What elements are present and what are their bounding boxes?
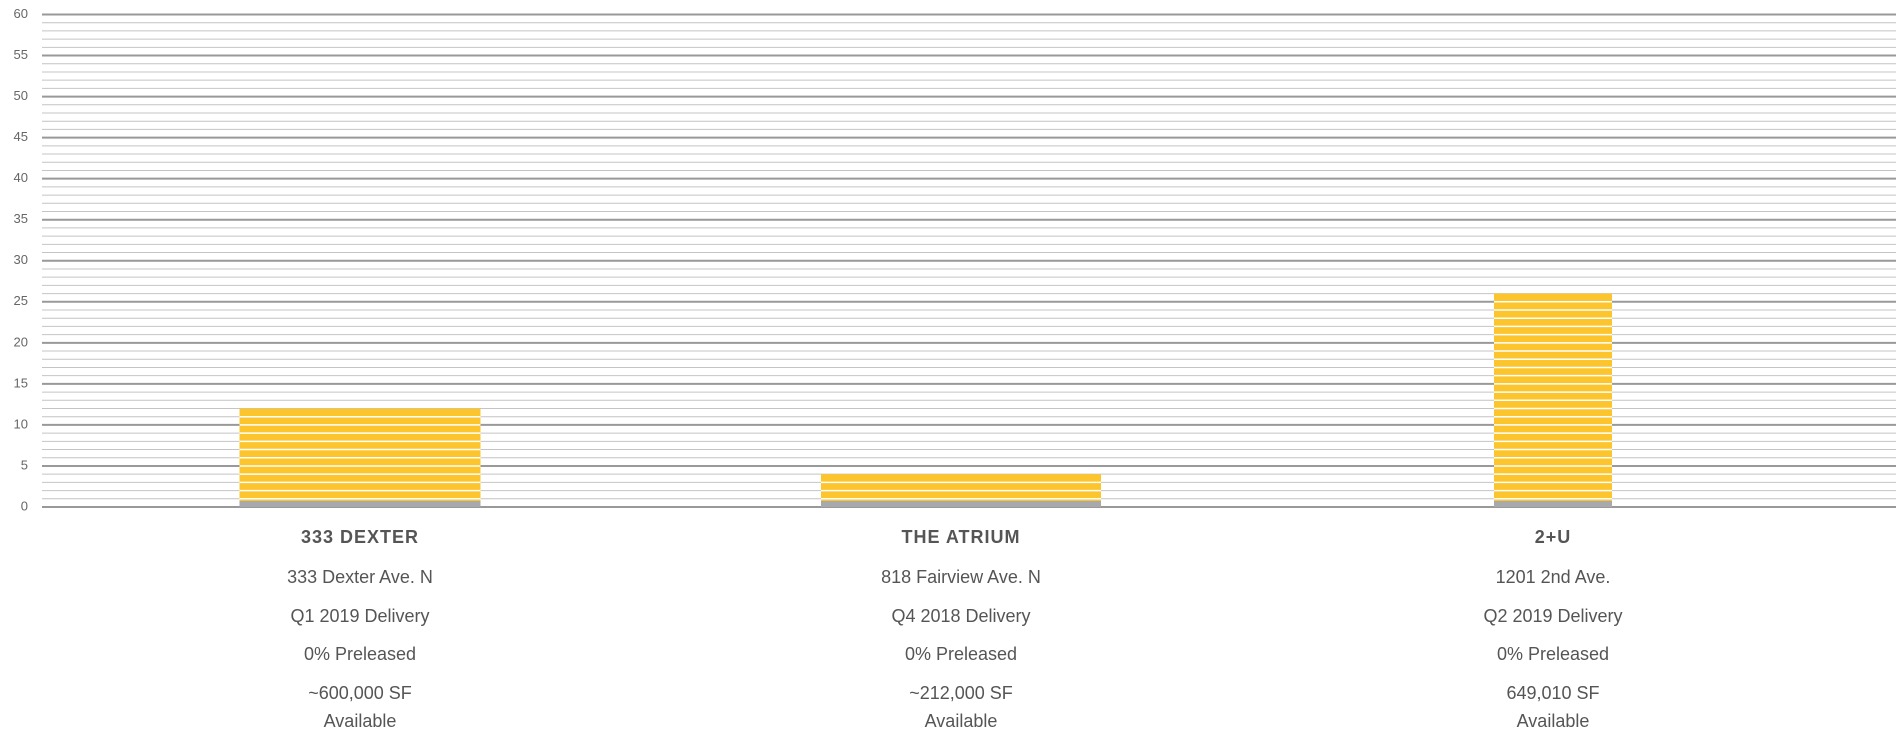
y-tick-label: 15 [14, 375, 28, 390]
y-tick-label: 20 [14, 334, 28, 349]
building-preleased: 0% Preleased [905, 644, 1017, 664]
building-name: 333 DEXTER [301, 527, 419, 547]
y-tick-label: 30 [14, 252, 28, 267]
y-tick-label: 10 [14, 416, 28, 431]
y-tick-label: 5 [21, 457, 28, 472]
building-availability: Available [1517, 711, 1590, 731]
building-address: 333 Dexter Ave. N [287, 567, 433, 587]
building-name: 2+U [1535, 527, 1572, 547]
building-availability: Available [324, 711, 397, 731]
building-base [240, 501, 481, 507]
building-preleased: 0% Preleased [304, 644, 416, 664]
y-tick-label: 0 [21, 498, 28, 513]
building-address: 818 Fairview Ave. N [881, 567, 1041, 587]
building-size: ~600,000 SF [308, 683, 412, 703]
building-availability: Available [925, 711, 998, 731]
y-tick-label: 60 [14, 6, 28, 21]
building-delivery: Q1 2019 Delivery [290, 606, 429, 626]
building-base [1494, 501, 1612, 507]
building-delivery: Q2 2019 Delivery [1483, 606, 1622, 626]
building-delivery: Q4 2018 Delivery [891, 606, 1030, 626]
page: 0 5 10 15 20 25 30 35 40 45 50 55 60 333 DEXTER 333 De… [0, 0, 1896, 733]
building-address: 1201 2nd Ave. [1496, 567, 1611, 587]
y-tick-label: 45 [14, 129, 28, 144]
y-tick-label: 25 [14, 293, 28, 308]
y-tick-label: 35 [14, 211, 28, 226]
building-base [821, 501, 1101, 507]
y-tick-label: 55 [14, 47, 28, 62]
building-size: ~212,000 SF [909, 683, 1013, 703]
building-preleased: 0% Preleased [1497, 644, 1609, 664]
y-tick-label: 40 [14, 170, 28, 185]
y-tick-label: 50 [14, 88, 28, 103]
building-size: 649,010 SF [1506, 683, 1599, 703]
chart: 0 5 10 15 20 25 30 35 40 45 50 55 60 333 DEXTER 333 De… [0, 0, 1896, 733]
building-name: THE ATRIUM [902, 527, 1021, 547]
